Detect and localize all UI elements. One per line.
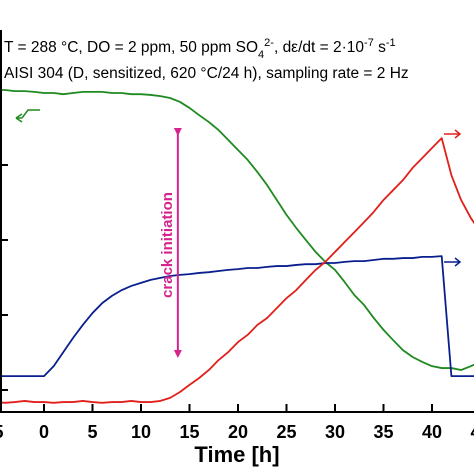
annotation-part: s (374, 39, 386, 56)
x-tick-label: 15 (179, 422, 199, 442)
plot-area (0, 89, 474, 404)
annotation-part: AISI 304 (D, sensitized, 620 °C/24 h), s… (4, 65, 409, 82)
x-tick-label: 25 (276, 422, 296, 442)
blue-arrow (444, 257, 462, 267)
x-tick-label: 5 (87, 422, 97, 442)
marker-label: crack initiation (159, 192, 176, 298)
x-tick-label: 35 (373, 422, 393, 442)
series-line (0, 89, 474, 371)
annotation-part: -7 (364, 37, 374, 49)
annotation: AISI 304 (D, sensitized, 620 °C/24 h), s… (4, 65, 409, 82)
annotation: T = 288 °C, DO = 2 ppm, 50 ppm SO42-, dε… (4, 37, 396, 61)
red-arrow (444, 129, 462, 139)
annotation-part: -1 (386, 37, 396, 49)
x-tick-label: 10 (131, 422, 151, 442)
x-axis-title: Time [h] (194, 442, 279, 467)
series-line (0, 137, 474, 404)
x-tick-label: 45 (470, 422, 474, 442)
annotation-part: 2- (264, 37, 274, 49)
green-arrow-head (15, 113, 23, 123)
y-minor-ticks (0, 164, 8, 391)
annotation-part: , dε/dt = 2·10 (274, 39, 364, 56)
annotation-part: T = 288 °C, DO = 2 ppm, 50 ppm SO (4, 39, 258, 56)
x-tick-label: 30 (325, 422, 345, 442)
series-line (0, 255, 474, 377)
x-tick-label: -5 (0, 422, 4, 442)
x-tick-label: 40 (422, 422, 442, 442)
x-tick-label: 20 (228, 422, 248, 442)
series-arrows (15, 109, 462, 267)
x-tick-label: 0 (39, 422, 49, 442)
annotation-part: 4 (258, 49, 264, 61)
